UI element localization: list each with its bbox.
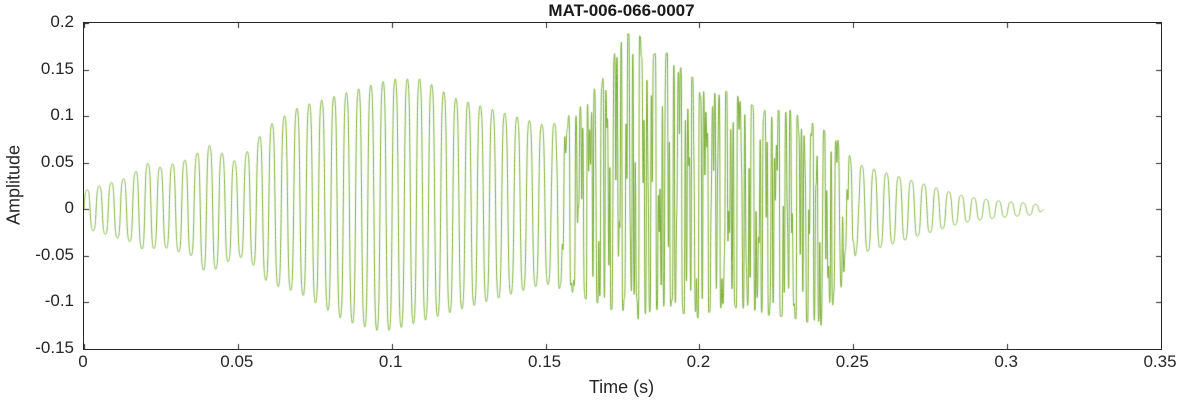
y-tick-label: 0.2 <box>50 12 74 31</box>
plot-area <box>83 22 1162 350</box>
x-tick-label: 0.35 <box>1143 352 1177 371</box>
y-tick-label: 0.1 <box>50 105 74 125</box>
x-axis-label: Time (s) <box>588 377 655 397</box>
y-tick-label: -0.15 <box>35 338 74 357</box>
waveform-canvas <box>84 23 1161 349</box>
y-tick-label: -0.05 <box>35 244 74 264</box>
y-tick-label: 0.05 <box>40 151 74 171</box>
y-tick-label: 0.15 <box>40 58 74 78</box>
x-tick-label: 0.1 <box>378 352 403 371</box>
x-tick-label: 0 <box>78 352 88 371</box>
x-tick-label: 0.2 <box>686 352 711 371</box>
y-tick-label: -0.1 <box>44 291 74 311</box>
chart-title: MAT-006-066-0007 <box>548 1 695 20</box>
x-tick-label: 0.25 <box>835 352 869 371</box>
x-tick-label: 0.15 <box>528 352 562 371</box>
y-tick-label: 0 <box>64 198 74 218</box>
x-tick-label: 0.3 <box>994 352 1018 371</box>
x-tick-label: 0.05 <box>220 352 254 371</box>
